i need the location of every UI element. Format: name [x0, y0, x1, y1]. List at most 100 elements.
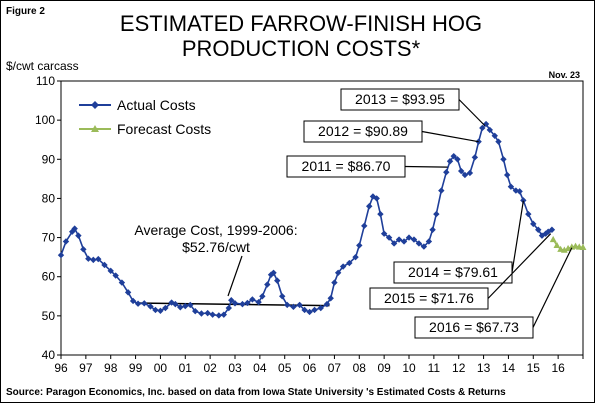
actual-cost-point — [147, 303, 154, 310]
actual-cost-point — [296, 301, 303, 309]
annotation-leader-line — [458, 99, 486, 127]
actual-cost-point — [479, 124, 486, 132]
annotation-label: 2014 = $79.61 — [408, 264, 498, 280]
actual-cost-point — [80, 246, 87, 253]
actual-cost-point — [311, 306, 318, 314]
actual-cost-point — [255, 298, 262, 306]
actual-cost-point — [542, 230, 549, 237]
actual-cost-point — [503, 171, 511, 179]
x-tick-label: 05 — [278, 361, 292, 375]
annotation-label: 2012 = $90.89 — [318, 123, 408, 139]
annotation-leader-line — [404, 165, 448, 168]
actual-cost-point — [85, 255, 92, 262]
legend-marker-forecast — [91, 125, 99, 132]
actual-cost-point — [548, 226, 556, 233]
actual-cost-point — [471, 154, 479, 161]
y-tick-label: 90 — [42, 152, 56, 166]
forecast-cost-point — [564, 244, 572, 252]
actual-cost-point — [377, 210, 384, 218]
date-label: Nov. 23 — [549, 70, 580, 80]
forecast-cost-point — [553, 241, 561, 248]
x-tick-label: 03 — [228, 361, 242, 375]
actual-cost-point — [486, 126, 493, 134]
actual-cost-point — [301, 306, 308, 314]
actual-cost-point — [507, 183, 515, 190]
actual-cost-point — [264, 281, 271, 288]
actual-cost-point — [101, 261, 108, 269]
actual-cost-point — [373, 195, 380, 202]
x-tick-label: 16 — [551, 361, 565, 375]
actual-cost-point — [545, 228, 552, 235]
actual-cost-point — [500, 156, 507, 163]
actual-cost-point — [249, 296, 256, 303]
actual-cost-point — [385, 234, 393, 241]
actual-cost-point — [443, 169, 450, 176]
actual-cost-point — [215, 312, 223, 319]
actual-cost-point — [75, 232, 82, 239]
actual-cost-point — [410, 236, 418, 243]
actual-cost-point — [356, 242, 363, 249]
actual-cost-point — [339, 263, 347, 270]
actual-cost-point — [198, 310, 205, 317]
x-tick-label: 11 — [428, 361, 441, 375]
actual-cost-point — [192, 307, 199, 315]
actual-cost-point — [182, 302, 189, 310]
forecast-cost-point — [560, 246, 568, 253]
actual-cost-point — [420, 243, 428, 250]
chart-title-line-1: ESTIMATED FARROW-FINISH HOG — [120, 11, 482, 36]
legend-label-actual: Actual Costs — [117, 97, 196, 113]
actual-cost-point — [71, 225, 78, 232]
x-tick-label: 97 — [79, 361, 93, 375]
actual-cost-point — [204, 309, 211, 317]
x-tick-label: 09 — [377, 361, 391, 375]
actual-cost-point — [239, 300, 246, 308]
actual-cost-point — [220, 311, 228, 318]
actual-cost-point — [390, 240, 398, 247]
actual-cost-point — [525, 210, 532, 218]
actual-cost-point — [62, 238, 70, 245]
x-tick-label: 10 — [402, 361, 416, 375]
actual-cost-point — [380, 230, 388, 237]
actual-cost-point — [306, 308, 313, 316]
actual-cost-point — [209, 311, 216, 318]
chart-title-line-2: PRODUCTION COSTS* — [182, 36, 421, 61]
x-tick-label: 12 — [452, 361, 466, 375]
y-tick-label: 80 — [42, 191, 56, 205]
annotation-box — [340, 88, 460, 111]
forecast-cost-point — [549, 235, 557, 243]
plot-area-border — [60, 80, 584, 356]
actual-cost-point — [438, 187, 445, 194]
annotation-leader-line — [532, 247, 573, 328]
source-note: Source: Paragon Economics, Inc. based on… — [6, 387, 506, 398]
actual-cost-point — [352, 253, 359, 261]
actual-cost-point — [327, 295, 334, 302]
actual-cost-point — [172, 300, 179, 308]
x-tick-label: 98 — [104, 361, 118, 375]
actual-cost-point — [118, 279, 126, 286]
actual-cost-point — [331, 279, 338, 286]
actual-cost-point — [57, 251, 65, 259]
actual-cost-point — [334, 269, 342, 276]
annotation-label: 2013 = $93.95 — [355, 91, 445, 107]
actual-cost-point — [177, 304, 184, 311]
actual-cost-point — [284, 301, 291, 309]
annotation-box — [303, 120, 423, 143]
x-tick-label: 14 — [502, 361, 516, 375]
actual-cost-point — [446, 158, 454, 165]
y-tick-label: 70 — [42, 231, 56, 245]
actual-cost-point — [535, 226, 542, 233]
actual-cost-point — [466, 169, 474, 177]
annotation-leader-line — [421, 130, 479, 143]
actual-costs-line — [60, 122, 553, 317]
actual-cost-point — [317, 304, 324, 312]
x-tick-label: 06 — [303, 361, 317, 375]
actual-cost-point — [415, 240, 423, 247]
y-tick-label: 40 — [42, 348, 56, 362]
legend-label-forecast: Forecast Costs — [117, 121, 211, 137]
actual-cost-point — [112, 272, 119, 279]
actual-cost-point — [530, 220, 537, 228]
actual-cost-point — [187, 301, 194, 309]
x-tick-label: 00 — [154, 361, 168, 375]
actual-cost-point — [162, 304, 169, 312]
